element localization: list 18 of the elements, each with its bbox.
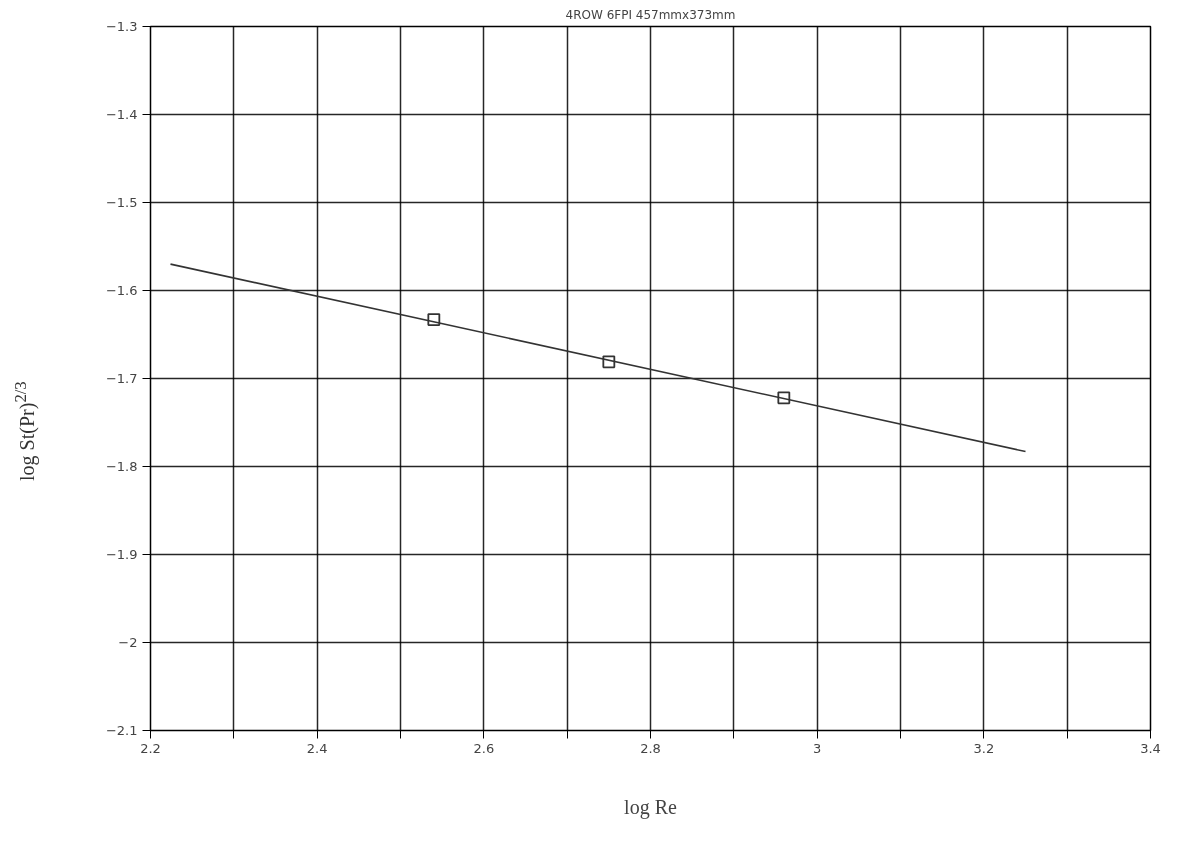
chart-title: 4ROW 6FPI 457mmx373mm	[565, 7, 736, 22]
y-tick-label: −1.7	[105, 371, 138, 386]
x-tick-label: 2.8	[640, 740, 661, 756]
y-tick-label: −1.4	[105, 107, 138, 122]
x-tick-label: 3.4	[1140, 740, 1161, 756]
x-tick-label: 2.4	[306, 740, 328, 756]
y-tick-label: −1.5	[105, 195, 138, 210]
y-tick-label: −2.1	[105, 723, 138, 738]
y-tick-label: −1.6	[105, 283, 138, 298]
y-tick-label: −2	[118, 635, 138, 650]
x-tick-label: 2.2	[140, 740, 161, 756]
x-tick-label: 3	[813, 740, 822, 756]
x-tick-label: 2.6	[473, 740, 495, 756]
y-tick-label: −1.8	[105, 459, 138, 474]
y-tick-label: −1.9	[105, 547, 138, 562]
y-tick-label: −1.3	[105, 19, 138, 34]
x-tick-label: 3.2	[973, 740, 995, 756]
x-axis-title: log Re	[624, 795, 678, 819]
